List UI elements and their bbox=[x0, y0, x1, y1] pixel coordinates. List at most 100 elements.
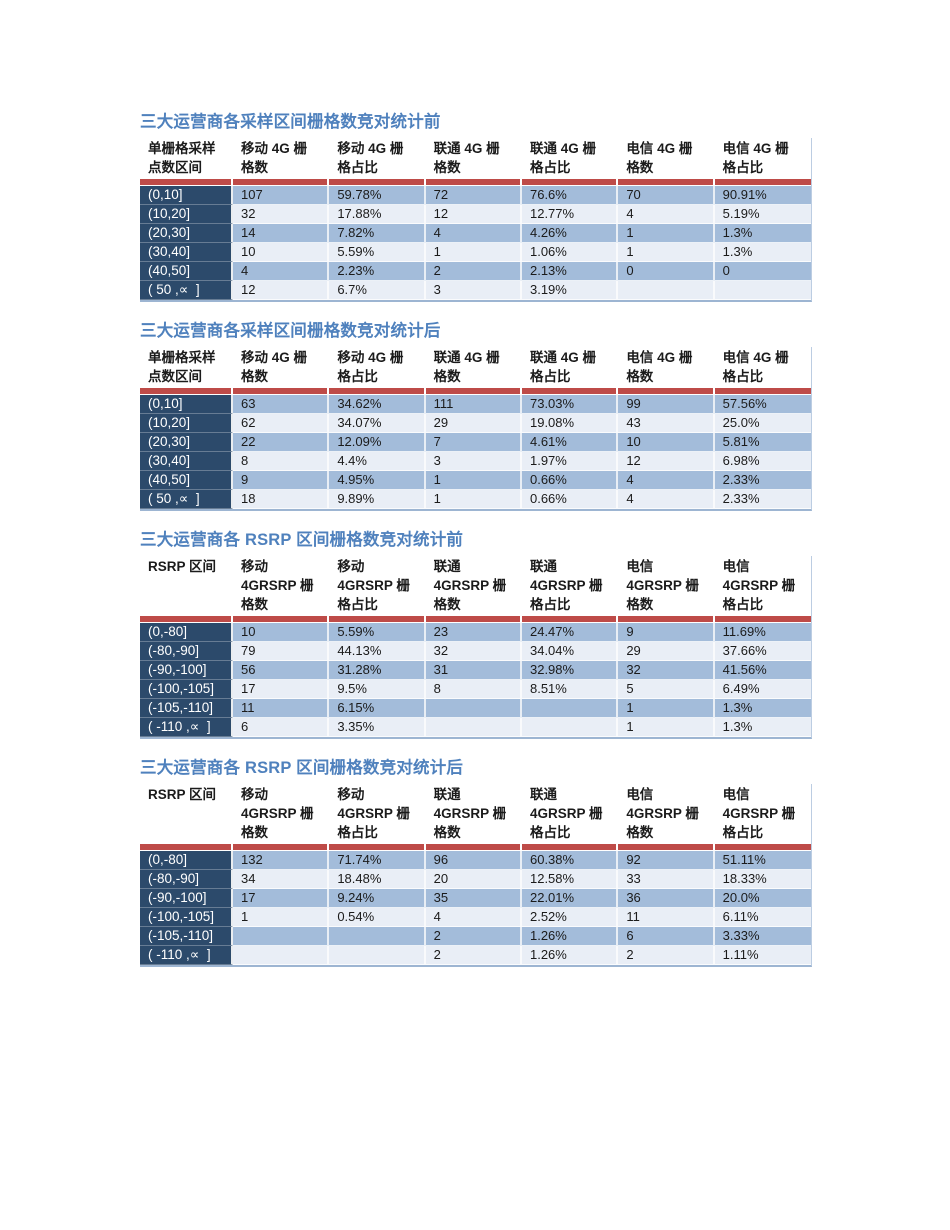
table-cell: 35 bbox=[425, 889, 522, 908]
row-label-cell: ( -110 ,∝ ] bbox=[140, 946, 233, 965]
separator-cell bbox=[140, 179, 233, 186]
table-cell: 63 bbox=[233, 395, 330, 414]
table-cell: 5.59% bbox=[329, 243, 426, 262]
header-separator-bar bbox=[140, 179, 811, 186]
table-cell bbox=[425, 699, 522, 718]
table-cell: 18 bbox=[233, 490, 330, 509]
table-cell: 60.38% bbox=[521, 851, 619, 870]
table-cell: 20.0% bbox=[714, 889, 811, 908]
table-cell: 31.28% bbox=[329, 661, 426, 680]
table-cell: 4.95% bbox=[329, 471, 426, 490]
table-cell: 9.24% bbox=[329, 889, 426, 908]
table-cell: 4.61% bbox=[521, 433, 619, 452]
row-label-cell: (20,30] bbox=[140, 224, 233, 243]
table-cell: 4 bbox=[618, 490, 715, 509]
table-cell: 2 bbox=[618, 946, 715, 965]
separator-cell bbox=[714, 388, 811, 395]
table-cell: 107 bbox=[233, 186, 330, 205]
column-header: 移动 4G 栅 格数 bbox=[233, 347, 330, 388]
table-cell: 99 bbox=[618, 395, 715, 414]
column-header: 电信 4G 栅 格数 bbox=[618, 138, 715, 179]
table-cell: 3.35% bbox=[329, 718, 426, 737]
table-cell: 6.49% bbox=[714, 680, 811, 699]
table-section-rsrp-after: 三大运营商各 RSRP 区间栅格数竞对统计后 RSRP 区间 移动 4GRSRP … bbox=[140, 758, 812, 967]
table-cell: 2.52% bbox=[521, 908, 619, 927]
table-cell: 17 bbox=[233, 889, 330, 908]
separator-cell bbox=[618, 616, 715, 623]
separator-cell bbox=[329, 616, 426, 623]
table-cell: 72 bbox=[425, 186, 522, 205]
separator-cell bbox=[425, 616, 522, 623]
table-cell: 12 bbox=[425, 205, 522, 224]
table-cell: 4 bbox=[233, 262, 330, 281]
separator-cell bbox=[425, 388, 522, 395]
table-cell: 18.48% bbox=[329, 870, 426, 889]
table-row: (30,40] 8 4.4% 3 1.97% 12 6.98% bbox=[140, 452, 811, 471]
row-label-cell: ( 50 ,∝ ] bbox=[140, 490, 233, 509]
table-cell: 132 bbox=[233, 851, 330, 870]
table-cell: 79 bbox=[233, 642, 330, 661]
separator-cell bbox=[140, 388, 233, 395]
table-cell: 2 bbox=[425, 927, 522, 946]
separator-cell bbox=[140, 616, 233, 623]
row-label-cell: (10,20] bbox=[140, 414, 233, 433]
table-row: (20,30] 14 7.82% 4 4.26% 1 1.3% bbox=[140, 224, 811, 243]
table-cell: 5 bbox=[618, 680, 715, 699]
table-cell: 34 bbox=[233, 870, 330, 889]
table-cell: 29 bbox=[425, 414, 522, 433]
table-cell: 19.08% bbox=[521, 414, 619, 433]
table-row: (-80,-90] 79 44.13% 32 34.04% 29 37.66% bbox=[140, 642, 811, 661]
separator-cell bbox=[233, 388, 330, 395]
table-cell: 1.11% bbox=[714, 946, 811, 965]
table-cell: 22 bbox=[233, 433, 330, 452]
table-cell: 6.11% bbox=[714, 908, 811, 927]
table-cell: 1.3% bbox=[714, 224, 811, 243]
table-cell: 17.88% bbox=[329, 205, 426, 224]
table-cell: 90.91% bbox=[714, 186, 811, 205]
table-cell: 14 bbox=[233, 224, 330, 243]
separator-cell bbox=[521, 179, 619, 186]
table-cell: 6.98% bbox=[714, 452, 811, 471]
row-label-cell: (0,10] bbox=[140, 186, 233, 205]
table-cell: 12.77% bbox=[521, 205, 619, 224]
table-cell: 56 bbox=[233, 661, 330, 680]
table-cell: 12 bbox=[618, 452, 715, 471]
table-row: ( 50 ,∝ ] 12 6.7% 3 3.19% bbox=[140, 281, 811, 300]
table-cell: 12 bbox=[233, 281, 330, 300]
table-cell: 20 bbox=[425, 870, 522, 889]
separator-cell bbox=[425, 844, 522, 851]
row-label-cell: (30,40] bbox=[140, 452, 233, 471]
table-cell: 111 bbox=[425, 395, 522, 414]
table-cell: 2.33% bbox=[714, 471, 811, 490]
header-row: RSRP 区间 移动 4GRSRP 栅 格数 移动 4GRSRP 栅 格占比 联通 4… bbox=[140, 556, 811, 616]
column-header: 单栅格采样 点数区间 bbox=[140, 347, 233, 388]
table-cell: 57.56% bbox=[714, 395, 811, 414]
table-cell: 62 bbox=[233, 414, 330, 433]
header-row: 单栅格采样 点数区间 移动 4G 栅 格数 移动 4G 栅 格占比 联通 4G 栅 格… bbox=[140, 138, 811, 179]
separator-cell bbox=[618, 388, 715, 395]
table-row: ( 50 ,∝ ] 18 9.89% 1 0.66% 4 2.33% bbox=[140, 490, 811, 509]
table-cell: 8 bbox=[425, 680, 522, 699]
table-cell: 1.3% bbox=[714, 243, 811, 262]
stats-table-rsrp-after: RSRP 区间 移动 4GRSRP 栅 格数 移动 4GRSRP 栅 格占比 联通 4… bbox=[140, 784, 812, 967]
separator-cell bbox=[140, 844, 233, 851]
table-title-rsrp-before: 三大运营商各 RSRP 区间栅格数竞对统计前 bbox=[140, 531, 464, 549]
separator-cell bbox=[714, 616, 811, 623]
row-label-cell: (-105,-110] bbox=[140, 927, 233, 946]
table-cell: 32 bbox=[425, 642, 522, 661]
separator-cell bbox=[714, 844, 811, 851]
column-header: 移动 4G 栅 格占比 bbox=[329, 138, 426, 179]
separator-cell bbox=[618, 844, 715, 851]
column-header: 电信 4GRSRP 栅 格数 bbox=[618, 556, 715, 616]
table-cell: 44.13% bbox=[329, 642, 426, 661]
row-label-cell: (-105,-110] bbox=[140, 699, 233, 718]
table-cell: 2.23% bbox=[329, 262, 426, 281]
table-cell: 1 bbox=[425, 243, 522, 262]
row-label-cell: (-90,-100] bbox=[140, 661, 233, 680]
table-row: (-105,-110] 2 1.26% 6 3.33% bbox=[140, 927, 811, 946]
separator-cell bbox=[233, 616, 330, 623]
table-cell bbox=[521, 699, 619, 718]
table-cell: 25.0% bbox=[714, 414, 811, 433]
row-label-cell: (-100,-105] bbox=[140, 680, 233, 699]
column-header: 电信 4GRSRP 栅 格数 bbox=[618, 784, 715, 844]
